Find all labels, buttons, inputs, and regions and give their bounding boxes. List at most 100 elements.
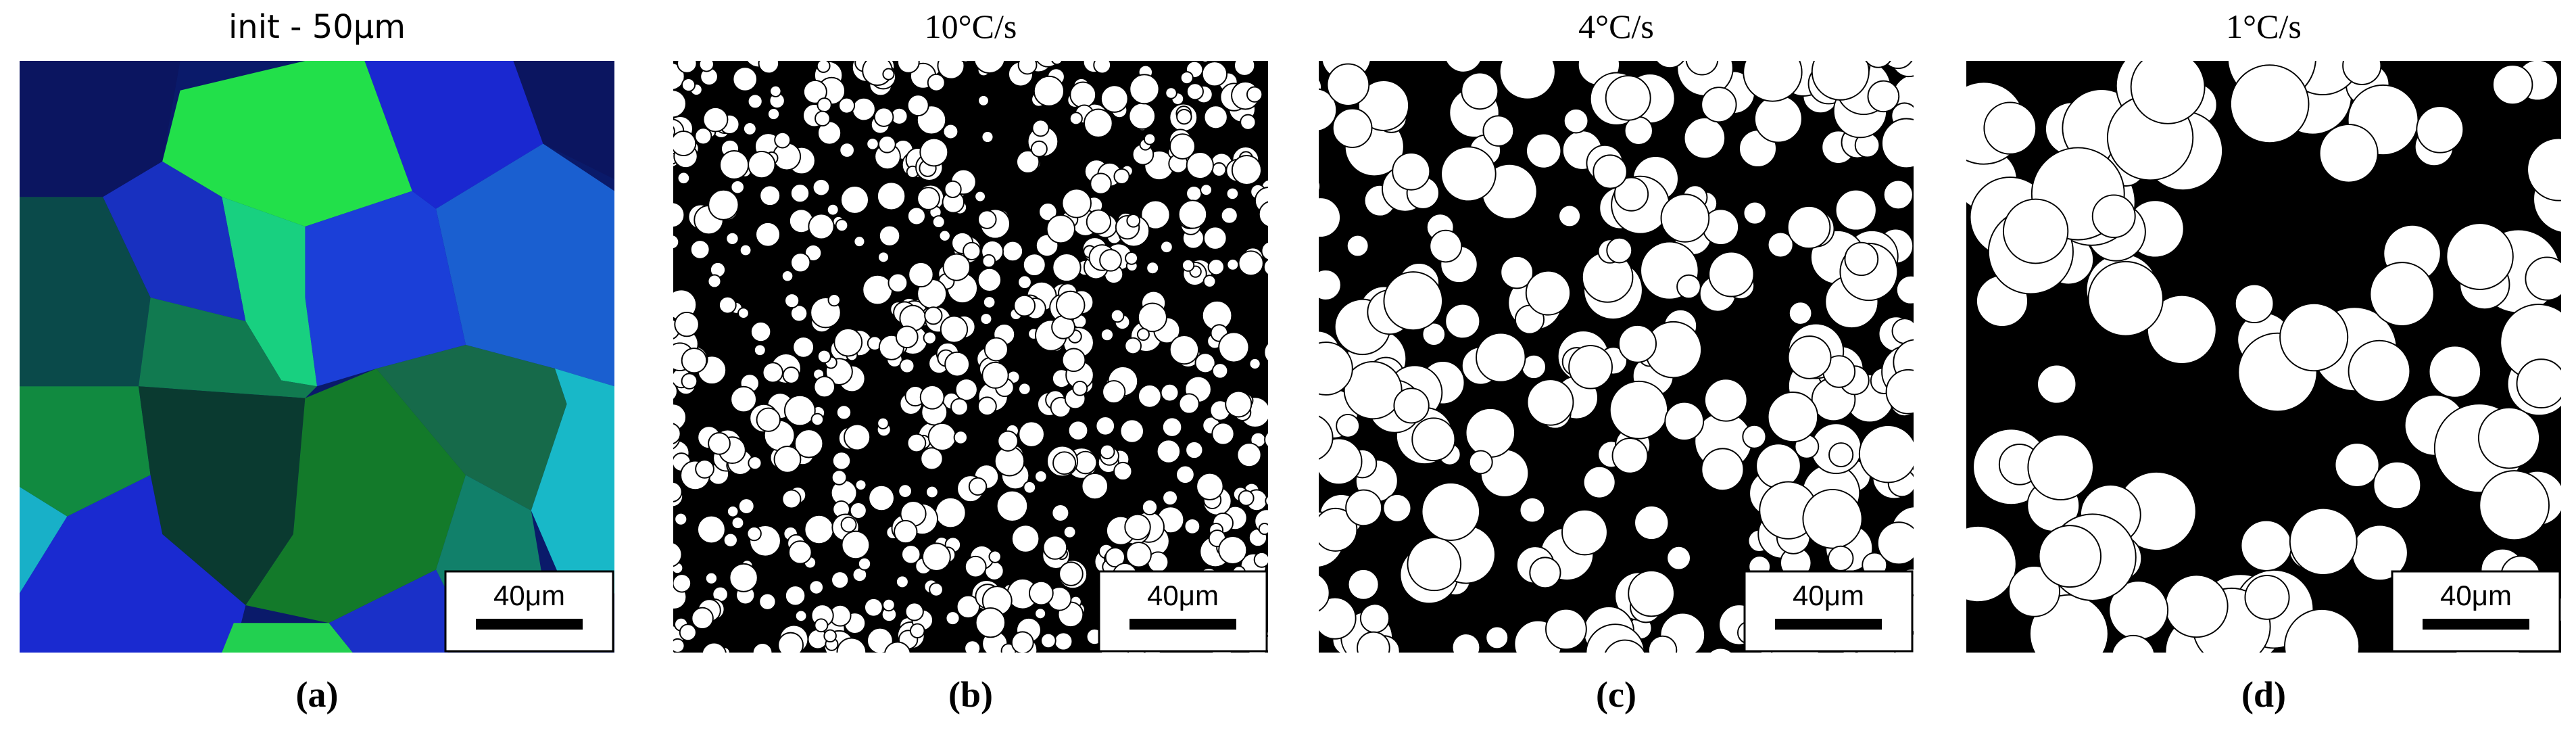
grain — [826, 203, 840, 216]
grain — [977, 94, 990, 107]
grain — [1069, 81, 1097, 108]
grain — [698, 61, 714, 72]
grain — [1332, 108, 1373, 148]
grain — [1618, 324, 1657, 363]
grain — [708, 432, 731, 455]
grain — [1124, 513, 1151, 540]
grain — [1634, 504, 1670, 540]
grain — [746, 526, 762, 542]
grain — [759, 185, 781, 207]
grain — [702, 106, 729, 133]
grain — [1100, 85, 1129, 113]
grain — [1461, 72, 1499, 110]
grain — [1211, 362, 1229, 379]
scale-bar-box — [1098, 570, 1268, 653]
grain — [1200, 61, 1210, 63]
grain — [817, 349, 831, 364]
grain — [1258, 523, 1268, 536]
grain — [1440, 146, 1497, 202]
grain — [653, 487, 671, 505]
grain — [1563, 108, 1589, 134]
grain — [2111, 634, 2156, 653]
grain — [1018, 382, 1031, 396]
grain — [979, 312, 993, 326]
grain — [436, 475, 543, 594]
grain — [814, 618, 829, 633]
grain — [673, 403, 687, 431]
grain — [1220, 206, 1238, 225]
grain — [938, 229, 951, 242]
grain — [974, 190, 986, 203]
grain — [1095, 416, 1116, 436]
grain — [840, 516, 857, 533]
grain — [1593, 154, 1628, 189]
grain — [1211, 422, 1235, 446]
grain — [1701, 448, 1745, 492]
grain — [718, 296, 737, 314]
grain — [2008, 565, 2061, 617]
grain — [944, 180, 962, 198]
grain — [882, 598, 896, 612]
grain — [1186, 151, 1214, 180]
grain — [945, 611, 961, 626]
grain — [1090, 172, 1112, 195]
grain — [894, 519, 918, 544]
grain — [1184, 651, 1192, 653]
grain — [898, 484, 913, 498]
grain — [1081, 472, 1109, 500]
grain — [2284, 609, 2360, 653]
grain — [981, 254, 996, 268]
grain — [981, 361, 1009, 389]
grain — [673, 542, 683, 567]
grain — [784, 585, 806, 607]
grain — [695, 459, 714, 479]
micrograph — [20, 61, 614, 653]
grain — [981, 131, 994, 143]
grain — [1891, 61, 1914, 78]
grain — [963, 241, 981, 260]
grain — [906, 433, 927, 453]
grain — [1175, 465, 1195, 485]
grain — [750, 654, 762, 666]
grain — [2289, 507, 2358, 575]
grain — [1519, 496, 1546, 523]
grain — [726, 505, 739, 518]
grain — [1156, 439, 1182, 464]
grain — [1056, 290, 1086, 320]
grain — [1611, 438, 1649, 474]
grain — [1828, 545, 1854, 571]
grain — [1605, 75, 1651, 121]
grain — [755, 221, 781, 247]
grain — [742, 122, 757, 136]
grain — [1196, 472, 1224, 500]
grain — [873, 107, 894, 127]
grain — [1828, 442, 1854, 468]
grain — [940, 315, 969, 344]
grain — [1346, 234, 1369, 258]
grain — [1558, 204, 1582, 228]
grain — [20, 386, 151, 517]
scale-bar-box — [2391, 570, 2561, 653]
grain — [1526, 133, 1562, 169]
grain — [701, 642, 727, 653]
grain — [882, 68, 895, 80]
grain — [1236, 442, 1262, 468]
grain — [864, 597, 883, 617]
grain — [1119, 419, 1144, 444]
grain — [1140, 199, 1171, 230]
grain — [2240, 519, 2293, 571]
grain — [1016, 149, 1040, 174]
grain — [950, 398, 969, 417]
grain — [1030, 140, 1048, 158]
grain — [1143, 133, 1157, 145]
grain — [737, 498, 755, 515]
grain — [1429, 229, 1463, 263]
grain — [1162, 490, 1178, 506]
grain — [1500, 255, 1534, 289]
grain — [1411, 417, 1456, 462]
grain — [804, 243, 823, 262]
grain — [1207, 258, 1225, 276]
grain — [1326, 63, 1370, 106]
grain — [707, 274, 722, 289]
grain — [1545, 608, 1587, 651]
